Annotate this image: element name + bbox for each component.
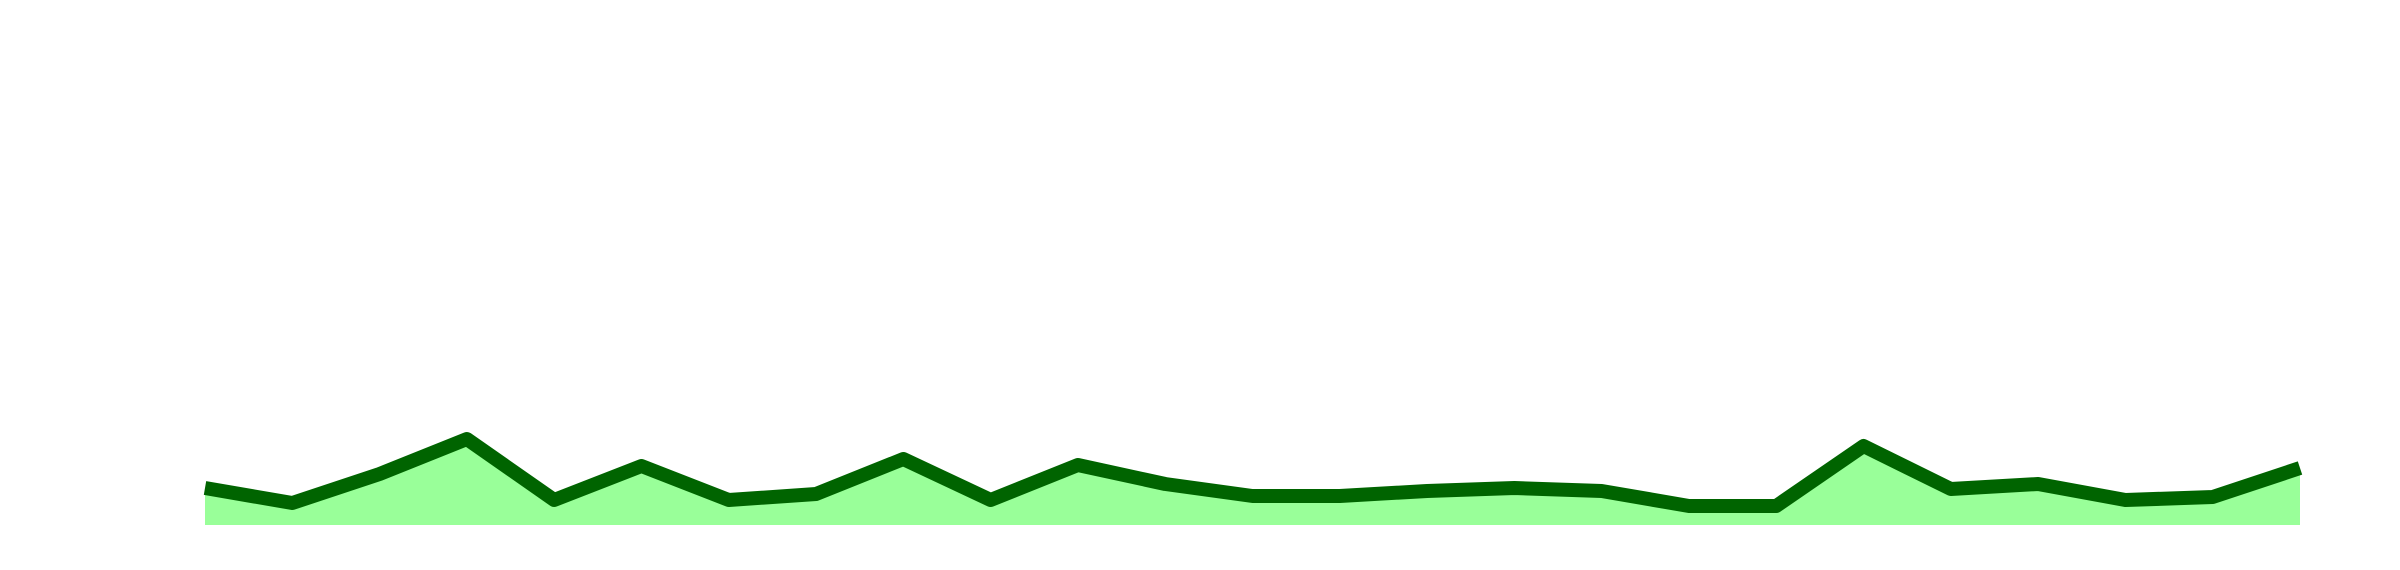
area-line (203, 432, 2303, 513)
